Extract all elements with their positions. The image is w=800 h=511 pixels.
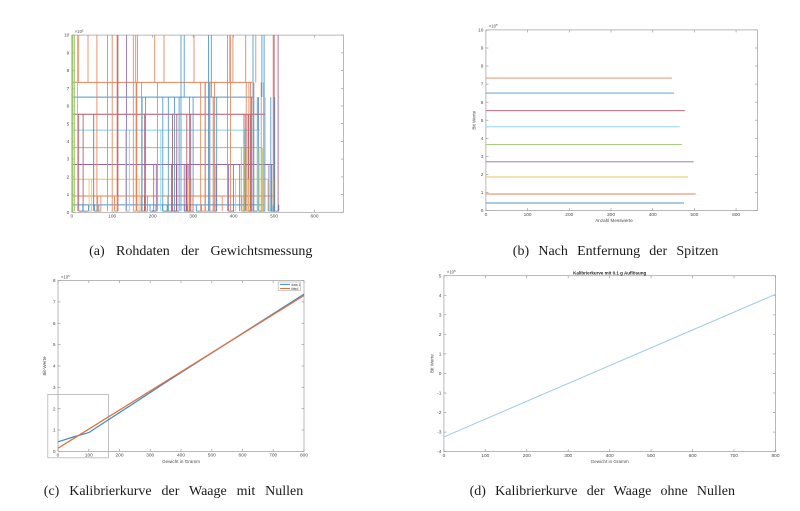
svg-text:6: 6 — [67, 104, 70, 110]
svg-text:Bit-Werte: Bit-Werte — [42, 356, 47, 376]
svg-text:100: 100 — [85, 453, 93, 459]
svg-text:0: 0 — [443, 453, 446, 459]
svg-text:8: 8 — [67, 68, 70, 74]
svg-text:2: 2 — [439, 332, 442, 338]
svg-text:0: 0 — [439, 371, 442, 377]
svg-text:×105: ×105 — [447, 269, 456, 275]
svg-text:200: 200 — [565, 212, 573, 218]
svg-text:1: 1 — [439, 352, 442, 358]
svg-text:Gewicht in Gramm: Gewicht in Gramm — [162, 459, 200, 464]
svg-text:5: 5 — [481, 118, 484, 124]
svg-text:6: 6 — [53, 321, 56, 327]
svg-text:9: 9 — [481, 46, 484, 52]
svg-text:300: 300 — [189, 214, 197, 220]
svg-text:1: 1 — [67, 192, 70, 198]
svg-text:800: 800 — [771, 453, 779, 459]
svg-text:300: 300 — [564, 453, 572, 459]
svg-text:Bit Werte: Bit Werte — [429, 354, 434, 373]
svg-text:0: 0 — [67, 210, 70, 216]
svg-text:3: 3 — [439, 312, 442, 318]
svg-text:100: 100 — [524, 212, 532, 218]
svg-text:500: 500 — [647, 453, 655, 459]
svg-text:2: 2 — [67, 175, 70, 181]
svg-text:100: 100 — [108, 214, 116, 220]
svg-text:200: 200 — [149, 214, 157, 220]
svg-text:400: 400 — [230, 214, 238, 220]
svg-text:3: 3 — [67, 157, 70, 163]
svg-text:Gewicht in Gramm: Gewicht in Gramm — [591, 459, 629, 464]
svg-text:Kalibrierkurve mit 0.1 g Auflö: Kalibrierkurve mit 0.1 g Auflösung — [573, 270, 646, 275]
svg-text:3: 3 — [481, 154, 484, 160]
svg-text:Anzahl Messwerte: Anzahl Messwerte — [595, 218, 633, 223]
svg-text:-4: -4 — [437, 449, 442, 455]
svg-text:200: 200 — [115, 453, 123, 459]
svg-text:200: 200 — [523, 453, 531, 459]
svg-text:-3: -3 — [437, 430, 442, 436]
svg-text:4: 4 — [439, 293, 442, 299]
svg-text:1: 1 — [481, 190, 484, 196]
svg-text:4: 4 — [67, 139, 70, 145]
svg-text:0: 0 — [70, 214, 73, 220]
svg-text:700: 700 — [269, 453, 277, 459]
svg-text:fitted: fitted — [291, 287, 298, 291]
svg-text:5: 5 — [439, 273, 442, 279]
svg-text:5: 5 — [53, 342, 56, 348]
svg-text:0: 0 — [53, 449, 56, 455]
svg-text:×105: ×105 — [61, 274, 70, 280]
svg-text:5: 5 — [67, 121, 70, 127]
svg-text:3: 3 — [53, 385, 56, 391]
svg-text:400: 400 — [649, 212, 657, 218]
svg-text:9: 9 — [67, 50, 70, 56]
svg-text:7: 7 — [53, 300, 56, 306]
svg-text:data 1: data 1 — [291, 283, 300, 287]
svg-text:600: 600 — [310, 214, 318, 220]
svg-text:600: 600 — [732, 212, 740, 218]
svg-text:×105: ×105 — [75, 28, 84, 34]
svg-text:300: 300 — [607, 212, 615, 218]
svg-text:2: 2 — [53, 406, 56, 412]
svg-text:800: 800 — [300, 453, 308, 459]
svg-text:100: 100 — [481, 453, 489, 459]
svg-text:600: 600 — [689, 453, 697, 459]
svg-text:6: 6 — [481, 100, 484, 106]
svg-text:2: 2 — [481, 172, 484, 178]
svg-text:7: 7 — [67, 86, 70, 92]
svg-text:Bit Werte: Bit Werte — [471, 110, 476, 129]
svg-text:700: 700 — [730, 453, 738, 459]
svg-text:400: 400 — [606, 453, 614, 459]
svg-text:7: 7 — [481, 82, 484, 88]
svg-text:10: 10 — [478, 28, 484, 34]
svg-text:0: 0 — [481, 208, 484, 214]
svg-text:600: 600 — [238, 453, 246, 459]
svg-text:4: 4 — [53, 364, 56, 370]
svg-text:-2: -2 — [437, 410, 442, 416]
svg-text:500: 500 — [208, 453, 216, 459]
svg-text:-1: -1 — [437, 391, 442, 397]
svg-text:1: 1 — [53, 428, 56, 434]
svg-text:×105: ×105 — [489, 23, 498, 29]
svg-text:400: 400 — [177, 453, 185, 459]
svg-text:0: 0 — [485, 212, 488, 218]
svg-text:500: 500 — [690, 212, 698, 218]
svg-text:0: 0 — [57, 453, 60, 459]
svg-text:10: 10 — [64, 33, 70, 39]
svg-text:4: 4 — [481, 136, 484, 142]
svg-text:8: 8 — [53, 278, 56, 284]
svg-text:8: 8 — [481, 64, 484, 70]
svg-text:500: 500 — [270, 214, 278, 220]
svg-text:300: 300 — [146, 453, 154, 459]
